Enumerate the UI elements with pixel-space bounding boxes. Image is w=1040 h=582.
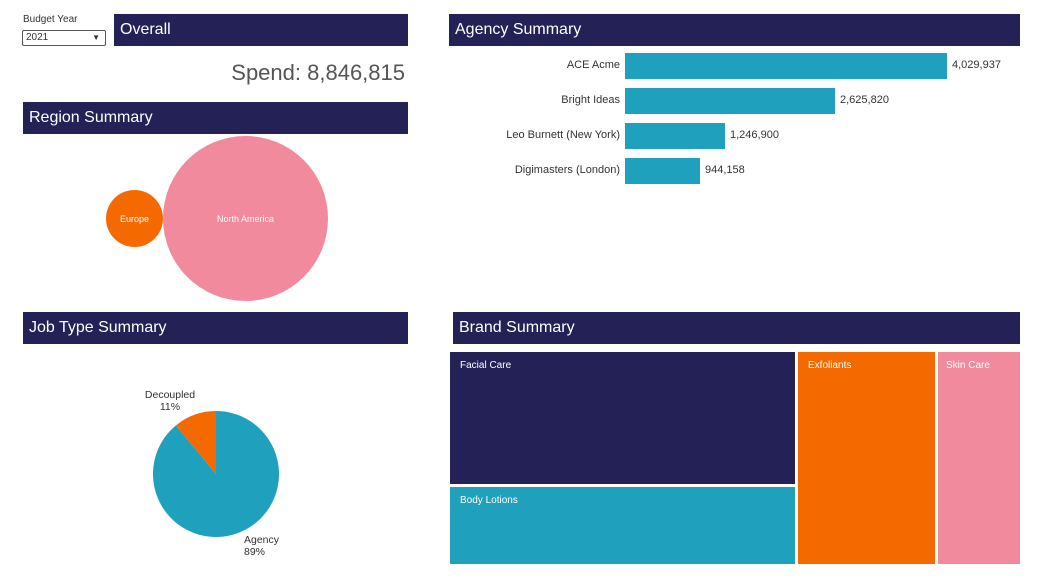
- budget-year-value: 2021: [26, 32, 49, 43]
- spend-kpi: Spend: 8,846,815: [231, 60, 405, 86]
- treemap-tile-exfoliants[interactable]: Exfoliants: [798, 352, 935, 564]
- treemap-tile-label: Facial Care: [460, 360, 512, 371]
- pie-category-label: Agency: [244, 534, 280, 546]
- treemap-tile-label: Body Lotions: [460, 495, 518, 506]
- brand-summary-title: Brand Summary: [459, 319, 575, 336]
- agency-bar-value: 1,246,900: [730, 129, 779, 141]
- agency-bar-value: 944,158: [705, 164, 745, 176]
- agency-summary-title: Agency Summary: [455, 21, 582, 38]
- region-bubble-north-america[interactable]: North America: [163, 136, 328, 301]
- pie-slice-agency[interactable]: [153, 411, 279, 537]
- region-bubble-europe[interactable]: Europe: [106, 190, 163, 247]
- overall-header: Overall: [114, 14, 408, 46]
- budget-year-select[interactable]: 2021 ▼: [22, 30, 106, 46]
- region-bubble-label: North America: [216, 213, 275, 224]
- agency-bar[interactable]: [625, 88, 835, 114]
- treemap-tile-skin-care[interactable]: Skin Care: [938, 352, 1020, 564]
- spend-label: Spend:: [231, 60, 301, 85]
- treemap-tile-label: Exfoliants: [808, 360, 852, 371]
- pie-label-decoupled: Decoupled 11%: [143, 389, 197, 413]
- agency-bar-label: Leo Burnett (New York): [506, 129, 620, 141]
- caret-down-icon: ▼: [92, 33, 100, 42]
- job-type-summary-title: Job Type Summary: [29, 319, 167, 336]
- agency-bar-label: Digimasters (London): [514, 164, 620, 176]
- pie-category-label: Decoupled: [144, 389, 196, 401]
- treemap-tile-body-lotions[interactable]: Body Lotions: [450, 487, 795, 564]
- region-summary-header: Region Summary: [23, 102, 408, 134]
- brand-summary-header: Brand Summary: [453, 312, 1020, 344]
- agency-bar-value: 4,029,937: [952, 59, 1001, 71]
- agency-bar[interactable]: [625, 123, 725, 149]
- pie-value-label: 11%: [159, 401, 181, 413]
- agency-bar[interactable]: [625, 158, 700, 184]
- job-type-summary-header: Job Type Summary: [23, 312, 408, 344]
- overall-title: Overall: [120, 21, 171, 38]
- agency-bar-value: 2,625,820: [840, 94, 889, 106]
- agency-bar-label: Bright Ideas: [561, 94, 620, 106]
- pie-slice-decoupled[interactable]: [175, 411, 216, 474]
- pie-value-label: 89%: [244, 546, 266, 558]
- region-summary-title: Region Summary: [29, 109, 153, 126]
- region-bubble-label: Europe: [119, 213, 150, 224]
- spend-value: 8,846,815: [307, 60, 405, 85]
- job-type-pie-chart: [153, 411, 279, 537]
- budget-year-label: Budget Year: [23, 14, 78, 25]
- agency-bar-label: ACE Acme: [566, 59, 620, 71]
- treemap-tile-label: Skin Care: [946, 360, 990, 371]
- agency-bar[interactable]: [625, 53, 947, 79]
- pie-label-agency: Agency 89%: [244, 534, 279, 558]
- treemap-tile-facial-care[interactable]: Facial Care: [450, 352, 795, 484]
- agency-summary-header: Agency Summary: [449, 14, 1020, 46]
